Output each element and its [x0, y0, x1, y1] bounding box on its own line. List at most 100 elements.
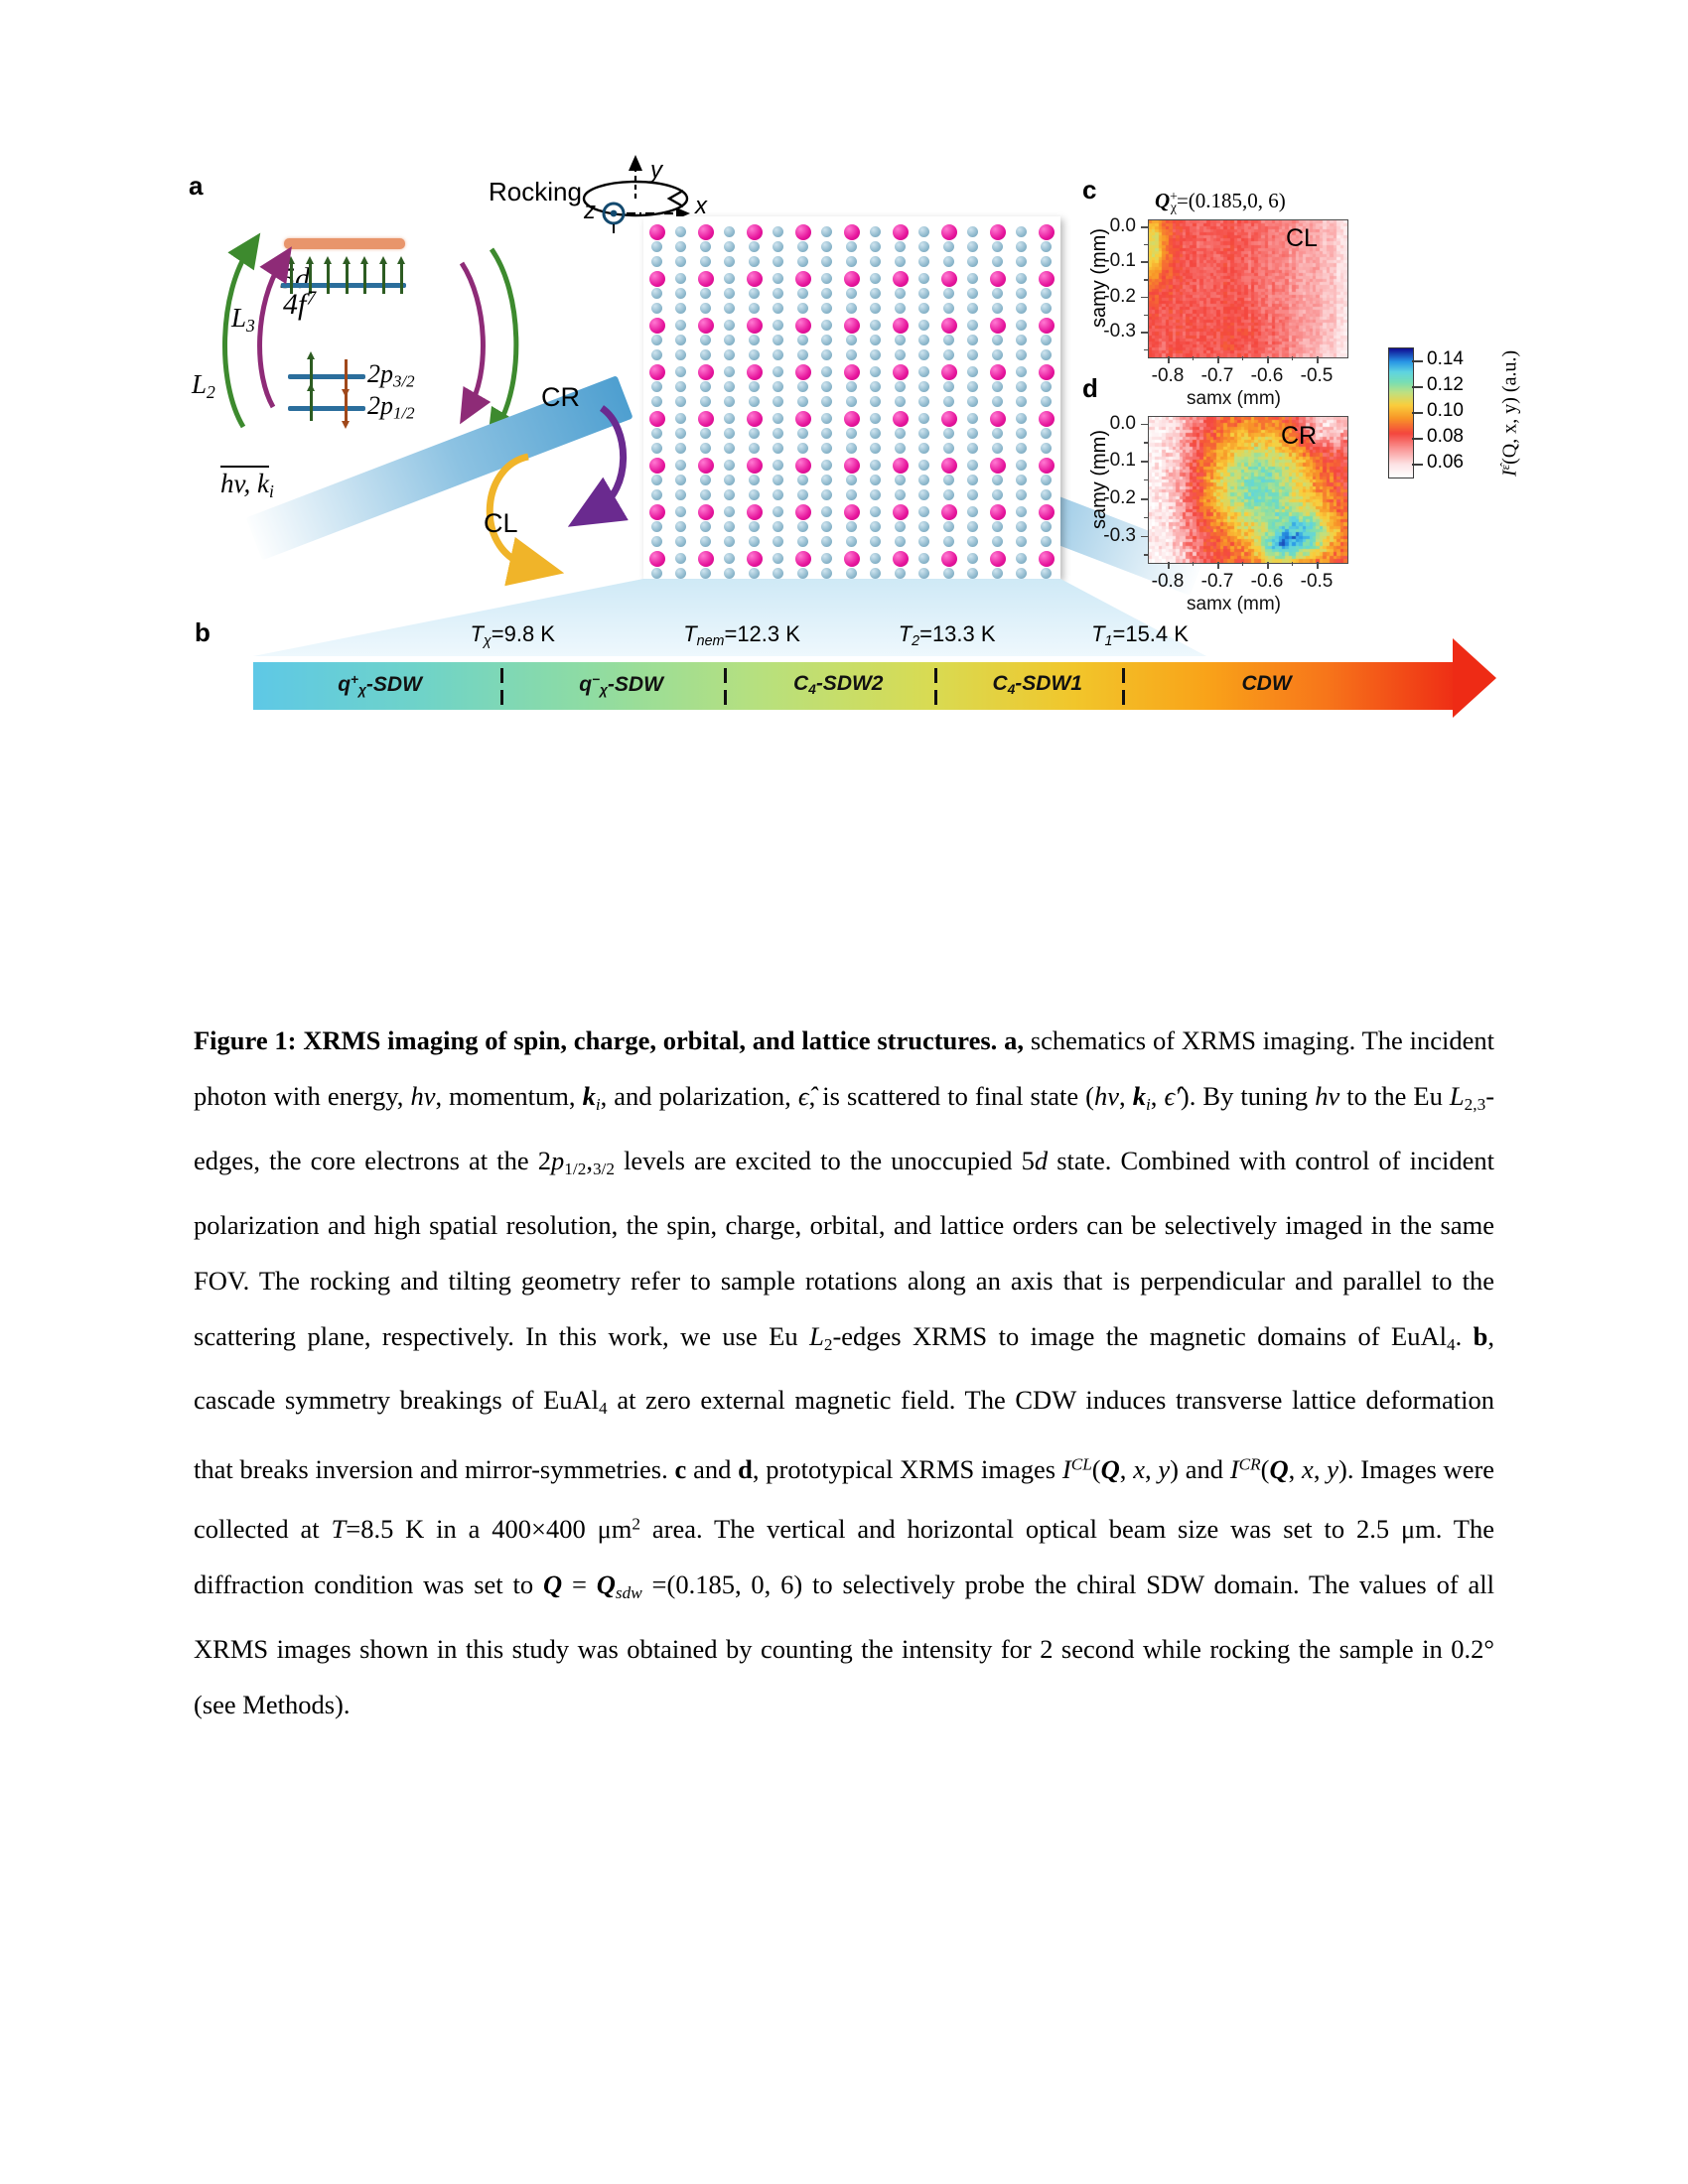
atom-al [918, 349, 929, 360]
heatmap-d[interactable] [1148, 416, 1348, 564]
heatmap-c-ylabel: samy (mm) [1088, 228, 1110, 328]
atom-al [992, 288, 1003, 299]
x-tick [1168, 356, 1170, 363]
atom-al [773, 366, 783, 377]
x-tick-minor [1292, 562, 1294, 566]
atom-al [870, 475, 881, 485]
zoom-funnel [253, 579, 1206, 656]
atom-al [1016, 366, 1027, 377]
atom-al [870, 506, 881, 517]
atom-al [1016, 443, 1027, 454]
atom-al [651, 303, 662, 314]
atom-al [943, 475, 954, 485]
y-tick [1141, 497, 1148, 500]
phase-boundary-dash [500, 690, 504, 705]
atom-eu [698, 224, 714, 240]
atom-eu [990, 411, 1006, 427]
atom-al [967, 241, 978, 252]
atom-al [1016, 241, 1027, 252]
atom-al [1016, 335, 1027, 345]
y-tick-label: -0.3 [1103, 321, 1136, 342]
atom-al [1016, 256, 1027, 267]
atom-al [870, 553, 881, 564]
heatmap-c[interactable] [1148, 219, 1348, 358]
level-label-2p32: 2p3/2 [367, 359, 415, 391]
atom-al [967, 335, 978, 345]
phase-diagram-arrowhead [1453, 638, 1496, 718]
atom-al [870, 396, 881, 407]
atom-al [675, 241, 686, 252]
atom-eu [649, 458, 665, 474]
atom-al [967, 256, 978, 267]
atom-al [675, 381, 686, 392]
atom-al [943, 256, 954, 267]
atom-al [870, 443, 881, 454]
atom-al [846, 288, 857, 299]
figure-caption: Figure 1: XRMS imaging of spin, charge, … [194, 1013, 1494, 1732]
atom-eu [698, 318, 714, 334]
spin-up-4f [305, 256, 314, 294]
atom-al [821, 428, 832, 439]
panel-letter-c: c [1082, 175, 1097, 205]
atom-al [651, 396, 662, 407]
panel-letter-d: d [1082, 373, 1098, 403]
atom-al [1016, 506, 1027, 517]
y-tick-minor [1144, 554, 1148, 556]
heatmap-c-inset-label: CL [1286, 224, 1318, 252]
atom-al [943, 335, 954, 345]
caption-body: a, schematics of XRMS imaging. The incid… [194, 1025, 1495, 1720]
atom-al [1016, 396, 1027, 407]
atom-eu [795, 224, 811, 240]
colorbar-tick [1412, 438, 1423, 440]
phase-boundary-dash [934, 690, 938, 705]
atom-al [651, 288, 662, 299]
atom-al [870, 256, 881, 267]
atom-al [749, 396, 760, 407]
level-line-2p12 [288, 406, 365, 411]
colorbar-tick [1412, 360, 1423, 362]
x-tick-label: -0.8 [1151, 571, 1185, 592]
spin-up-4f [397, 256, 405, 294]
atom-eu [795, 411, 811, 427]
atom-al [1041, 396, 1052, 407]
atom-al [821, 241, 832, 252]
atom-al [797, 303, 808, 314]
atom-eu [893, 271, 909, 287]
x-tick [1267, 562, 1269, 569]
atom-al [797, 381, 808, 392]
atom-al [895, 349, 906, 360]
atom-al [675, 320, 686, 331]
atom-al [846, 443, 857, 454]
atom-al [797, 241, 808, 252]
atom-eu [893, 318, 909, 334]
atom-al [870, 226, 881, 237]
colorbar-title: Iε̂(Q, x, y) (a.u.) [1497, 349, 1521, 477]
atom-al [895, 396, 906, 407]
colorbar [1388, 347, 1414, 478]
y-tick-minor [1144, 442, 1148, 444]
atom-al [773, 396, 783, 407]
atom-al [724, 226, 735, 237]
atom-al [943, 536, 954, 547]
y-tick-minor [1144, 243, 1148, 246]
atom-al [967, 288, 978, 299]
atom-al [675, 553, 686, 564]
atom-al [1016, 428, 1027, 439]
atom-eu [893, 458, 909, 474]
atom-eu [844, 458, 860, 474]
atom-al [797, 521, 808, 532]
atom-al [651, 381, 662, 392]
atom-al [992, 489, 1003, 500]
atom-al [1016, 413, 1027, 424]
atom-eu [747, 224, 763, 240]
atom-eu [844, 411, 860, 427]
x-tick-label: -0.6 [1250, 365, 1284, 386]
phase-diagram-bar [253, 662, 1460, 710]
atom-al [773, 381, 783, 392]
atom-al [967, 460, 978, 471]
spin-up-4f [378, 256, 387, 294]
atom-eu [1039, 458, 1055, 474]
atom-al [918, 366, 929, 377]
atom-al [1016, 226, 1027, 237]
level-line-2p32 [288, 374, 365, 379]
